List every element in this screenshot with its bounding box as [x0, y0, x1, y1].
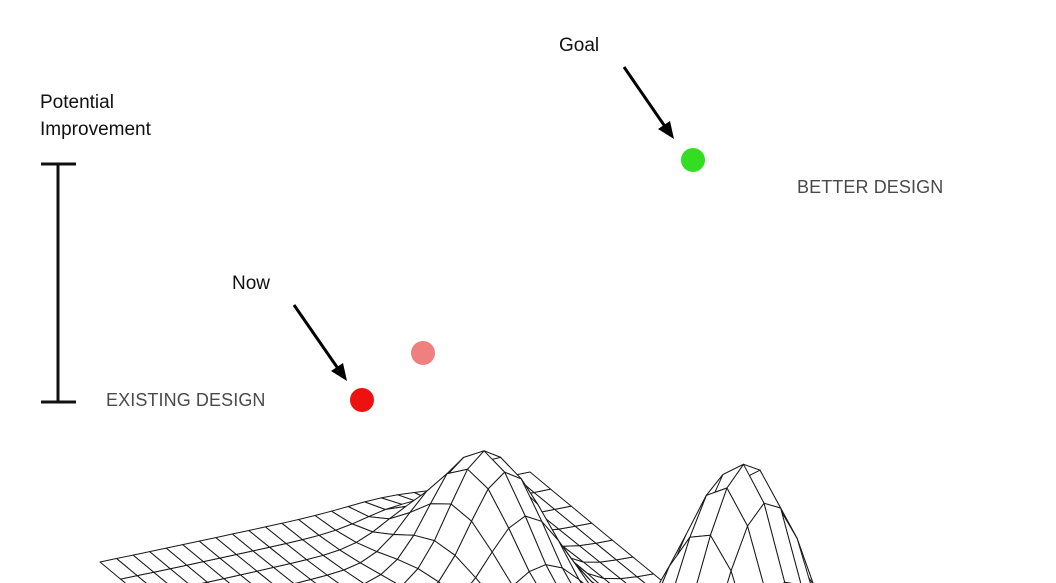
potential-label-line1: Potential — [40, 92, 114, 113]
previous-position-marker — [411, 341, 435, 365]
mesh-cell — [658, 565, 670, 583]
wireframe-mesh — [99, 450, 814, 583]
goal-label: Goal — [559, 35, 600, 56]
goal-arrow-icon — [622, 66, 674, 139]
now-label: Now — [232, 273, 271, 294]
better-design-label: BETTER DESIGN — [797, 177, 944, 197]
potential-label-line2: Improvement — [40, 119, 151, 140]
mesh-cell — [726, 570, 736, 583]
improvement-scale-bar — [41, 162, 76, 404]
now-position-marker — [350, 388, 374, 412]
now-arrow-icon — [292, 304, 347, 381]
existing-design-label: EXISTING DESIGN — [106, 390, 266, 410]
mesh-cell — [470, 577, 481, 583]
mesh-cell — [99, 558, 138, 580]
goal-position-marker — [681, 148, 705, 172]
